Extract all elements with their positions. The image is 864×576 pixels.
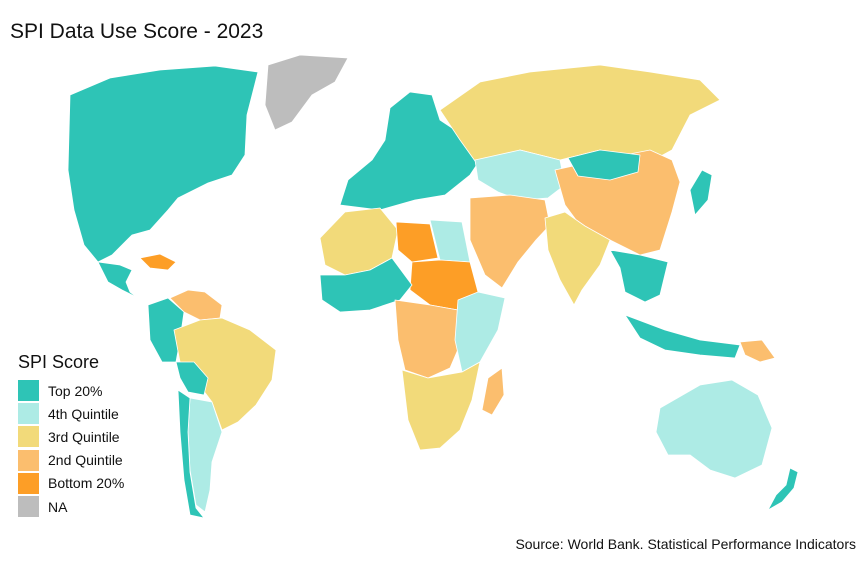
greenland (264, 54, 349, 131)
mongolia (567, 149, 641, 181)
russia (439, 64, 721, 169)
legend-swatch (18, 403, 39, 425)
europe (339, 91, 481, 211)
middle-east (469, 194, 551, 289)
central-america (97, 261, 139, 299)
legend-label: 2nd Quintile (48, 452, 123, 469)
legend: SPI Score Top 20% 4th Quintile 3rd Quint… (18, 352, 124, 518)
legend-item-2nd-quintile: 2nd Quintile (18, 449, 124, 472)
central-asia (474, 149, 566, 201)
legend-label: Top 20% (48, 382, 103, 399)
caribbean (139, 253, 177, 271)
new-zealand (767, 467, 799, 511)
legend-item-bottom-20: Bottom 20% (18, 472, 124, 495)
venezuela-region (169, 289, 223, 321)
australia (655, 379, 773, 479)
southeast-asia (609, 249, 669, 303)
central-africa (394, 299, 463, 379)
legend-swatch (18, 472, 39, 494)
southern-africa (401, 361, 481, 451)
legend-item-3rd-quintile: 3rd Quintile (18, 425, 124, 448)
india (544, 211, 611, 306)
chile (177, 389, 205, 519)
legend-title: SPI Score (18, 352, 100, 372)
legend-swatch (18, 496, 39, 518)
legend-swatch (18, 380, 39, 402)
legend-label: 3rd Quintile (48, 428, 120, 445)
map-title: SPI Data Use Score - 2023 (10, 20, 264, 43)
legend-item-top-20: Top 20% (18, 379, 124, 402)
papua-new-guinea (739, 339, 776, 363)
legend-label: Bottom 20% (48, 475, 125, 492)
legend-item-4th-quintile: 4th Quintile (18, 402, 124, 425)
madagascar (481, 367, 505, 416)
legend-label: 4th Quintile (48, 405, 119, 422)
legend-swatch (18, 449, 39, 471)
sahel-west (319, 257, 413, 313)
legend-swatch (18, 426, 39, 448)
indonesia (624, 314, 741, 359)
east-africa (454, 291, 506, 373)
legend-label: NA (48, 498, 68, 515)
north-america (67, 65, 259, 263)
source-note: Source: World Bank. Statistical Performa… (515, 536, 856, 552)
japan (689, 169, 713, 216)
legend-item-na: NA (18, 495, 124, 518)
bolivia (175, 361, 209, 396)
libya (395, 221, 439, 263)
